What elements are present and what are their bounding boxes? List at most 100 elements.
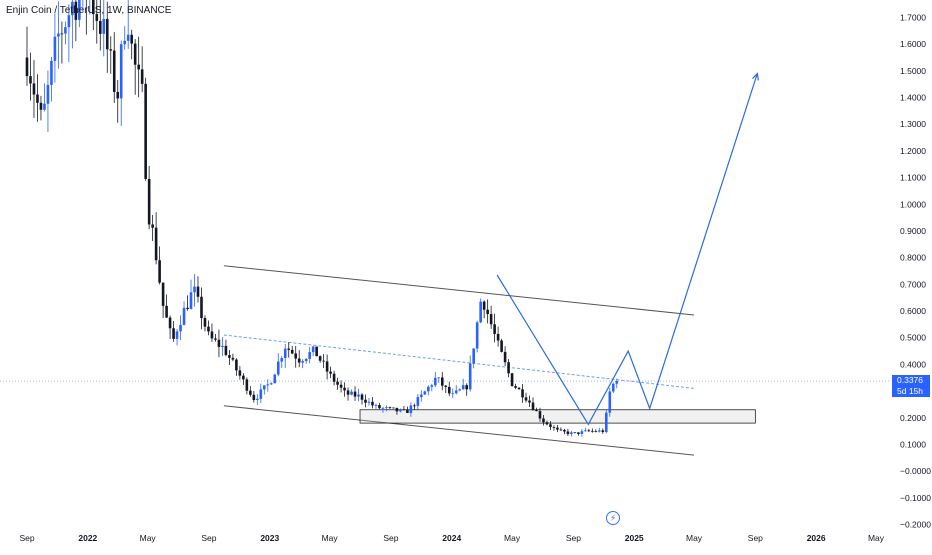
candle-body xyxy=(549,424,552,427)
candle-body xyxy=(196,286,200,297)
candle-body xyxy=(43,103,46,110)
candle-body xyxy=(154,227,158,261)
candle-body xyxy=(510,373,514,387)
candle-body xyxy=(242,375,245,380)
candle-body xyxy=(433,377,437,386)
candle-body xyxy=(151,224,154,228)
candle-body xyxy=(182,307,186,325)
price-tick-label: 0.1000 xyxy=(900,439,926,449)
candle-body xyxy=(608,391,612,413)
candle-body xyxy=(339,384,343,388)
candle-body xyxy=(360,394,364,400)
price-tick-label: 1.7000 xyxy=(900,13,926,23)
candle-body xyxy=(507,362,510,374)
candle-body xyxy=(74,1,78,20)
candle-body xyxy=(221,345,224,347)
candle-body xyxy=(46,84,50,104)
candle-body xyxy=(98,20,102,34)
candle-body xyxy=(137,64,140,70)
candle-body xyxy=(385,407,388,408)
candle-body xyxy=(594,430,598,432)
candle-body xyxy=(102,18,106,34)
candle-body xyxy=(252,394,256,401)
candle-body xyxy=(486,309,489,315)
candle-body xyxy=(587,430,591,432)
candle-body xyxy=(259,389,263,399)
candle-body xyxy=(402,409,406,411)
dashed-trend-line xyxy=(223,334,695,389)
candle-body xyxy=(458,389,462,391)
time-tick-label: May xyxy=(322,533,339,543)
last-price-value: 0.3376 xyxy=(897,375,923,386)
candle-body xyxy=(465,385,469,390)
price-tick-label: 1.1000 xyxy=(900,173,926,183)
candle-body xyxy=(580,431,584,434)
candle-body xyxy=(570,432,573,434)
time-tick-label: May xyxy=(868,533,885,543)
candle-body xyxy=(133,43,137,65)
candle-body xyxy=(95,14,99,21)
support-zone-box xyxy=(359,409,756,424)
candle-body xyxy=(109,49,113,51)
candle-body xyxy=(214,338,217,340)
candle-body xyxy=(308,352,311,359)
symbol-title: Enjin Coin / TetherUS, 1W, BINANCE xyxy=(6,5,172,16)
time-tick-label: 2022 xyxy=(78,533,97,543)
time-tick-label: Sep xyxy=(19,533,34,543)
candle-body xyxy=(297,358,301,363)
candle-body xyxy=(388,407,392,408)
candle-body xyxy=(577,432,580,434)
candle-body xyxy=(573,432,577,434)
candle-body xyxy=(283,348,287,359)
candle-body xyxy=(126,34,130,41)
candle-body xyxy=(294,353,298,359)
candle-body xyxy=(584,430,587,432)
candle-body xyxy=(475,322,479,349)
price-tick-label: −0.0000 xyxy=(900,466,931,476)
candle-body xyxy=(263,385,266,390)
candle-body xyxy=(542,418,545,423)
candle-body xyxy=(374,405,378,406)
candle-body xyxy=(287,348,291,350)
candle-body xyxy=(496,333,500,341)
price-tick-label: 1.2000 xyxy=(900,146,926,156)
candle-body xyxy=(545,422,549,425)
candle-body xyxy=(611,383,615,392)
candle-body xyxy=(517,387,521,390)
candle-body xyxy=(53,36,57,61)
candle-body xyxy=(566,431,570,434)
candle-body xyxy=(147,178,151,225)
candle-body xyxy=(119,44,123,99)
price-tick-label: 0.2000 xyxy=(900,413,926,423)
candle-body xyxy=(207,326,210,332)
candle-body xyxy=(406,409,409,413)
price-tick-label: 1.6000 xyxy=(900,39,926,49)
candle-body xyxy=(447,386,451,394)
candle-body xyxy=(350,391,353,395)
time-tick-label: 2026 xyxy=(807,533,826,543)
candle-body xyxy=(381,407,385,409)
candle-body xyxy=(203,318,207,327)
candle-body xyxy=(92,0,95,15)
candle-body xyxy=(172,328,175,339)
candle-body xyxy=(353,391,357,397)
candle-body xyxy=(357,394,360,397)
candle-body xyxy=(158,260,161,283)
candle-body xyxy=(535,409,538,412)
candle-body xyxy=(175,331,179,339)
channel-lower-line xyxy=(223,405,695,456)
candle-body xyxy=(514,386,517,388)
candle-body xyxy=(116,91,120,99)
candle-body xyxy=(479,301,482,323)
candle-body xyxy=(440,377,444,386)
time-axis: Sep 2022 May Sep 2023 May Sep 2024 May Sep 2025 May… xyxy=(19,533,884,543)
candle-body xyxy=(427,386,430,392)
candle-body xyxy=(78,0,81,20)
price-tick-label: 1.5000 xyxy=(900,66,926,76)
candle-body xyxy=(186,307,189,310)
candle-body xyxy=(64,27,67,34)
candle-body xyxy=(461,385,465,390)
candle-body xyxy=(280,358,284,362)
